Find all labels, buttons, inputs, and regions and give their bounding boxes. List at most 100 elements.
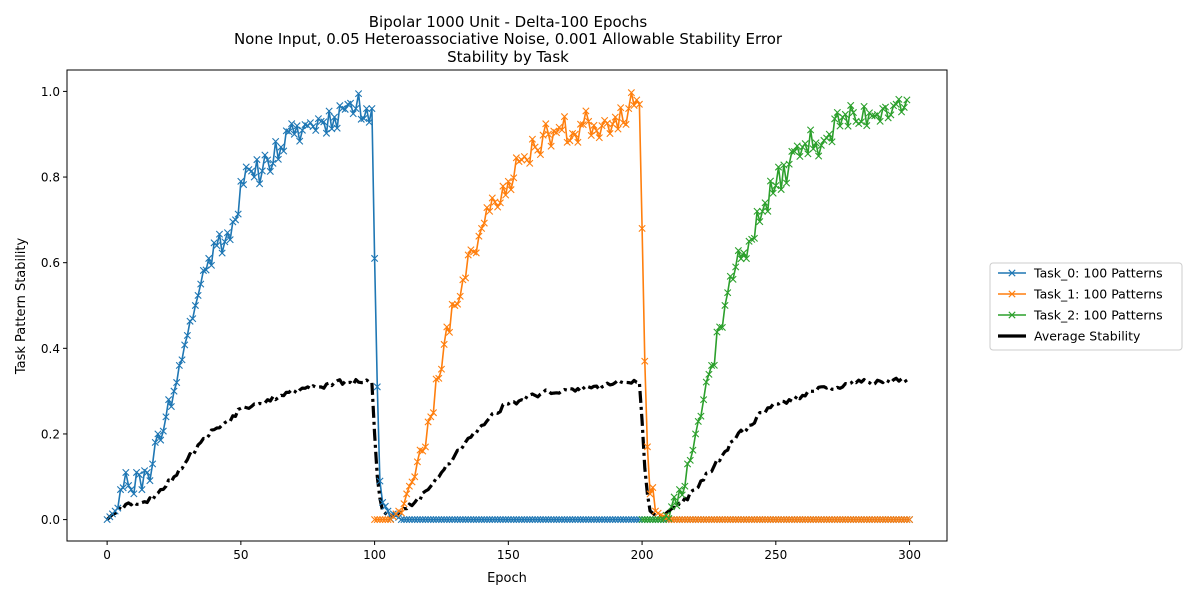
data-point-task1 bbox=[724, 516, 732, 524]
data-point-task1 bbox=[782, 516, 791, 524]
data-point-task0 bbox=[151, 438, 159, 447]
data-point-task1 bbox=[726, 516, 734, 524]
data-point-task0 bbox=[603, 516, 611, 524]
data-point-task0 bbox=[536, 516, 545, 524]
data-point-task2 bbox=[710, 361, 718, 369]
data-point-task1 bbox=[381, 516, 389, 524]
data-point-task2 bbox=[643, 516, 652, 524]
data-point-task0 bbox=[408, 516, 416, 524]
data-point-task2 bbox=[686, 456, 694, 464]
data-point-task0 bbox=[635, 516, 643, 524]
data-point-task2 bbox=[724, 289, 732, 297]
data-point-task0 bbox=[576, 516, 585, 524]
data-point-task0 bbox=[494, 516, 502, 524]
data-point-task1 bbox=[598, 122, 606, 130]
data-point-task2 bbox=[857, 118, 865, 126]
data-point-task1 bbox=[849, 516, 857, 524]
data-point-task0 bbox=[288, 120, 296, 128]
x-axis-label: Epoch bbox=[487, 571, 527, 586]
data-point-task0 bbox=[571, 516, 579, 524]
series-markers-task1 bbox=[371, 89, 914, 524]
data-point-task2 bbox=[659, 516, 668, 524]
data-point-task0 bbox=[520, 516, 528, 524]
data-point-task0 bbox=[451, 516, 459, 524]
data-point-task1 bbox=[796, 516, 804, 524]
data-point-task1 bbox=[584, 117, 593, 125]
data-point-task0 bbox=[515, 516, 523, 524]
y-tick-label: 0.4 bbox=[41, 342, 60, 356]
data-point-task0 bbox=[258, 167, 266, 175]
data-point-task1 bbox=[793, 516, 801, 524]
data-point-task1 bbox=[579, 121, 587, 129]
data-point-task1 bbox=[510, 174, 518, 182]
data-point-task0 bbox=[135, 471, 143, 479]
data-point-task1 bbox=[376, 516, 384, 524]
data-point-task1 bbox=[753, 516, 761, 524]
data-point-task1 bbox=[718, 516, 726, 524]
data-point-task2 bbox=[887, 111, 895, 119]
data-point-task0 bbox=[285, 128, 293, 136]
data-point-task0 bbox=[472, 516, 480, 524]
data-point-task1 bbox=[721, 516, 729, 524]
data-point-task0 bbox=[598, 516, 606, 524]
data-point-task0 bbox=[357, 115, 365, 123]
data-point-task0 bbox=[194, 291, 202, 300]
data-point-task0 bbox=[427, 516, 435, 524]
data-point-task0 bbox=[306, 119, 314, 127]
data-point-task0 bbox=[630, 516, 638, 524]
data-point-task0 bbox=[280, 147, 288, 155]
plot-lines bbox=[105, 91, 910, 521]
data-point-task0 bbox=[170, 387, 178, 395]
data-point-task1 bbox=[445, 328, 454, 336]
data-point-task1 bbox=[429, 409, 438, 417]
data-point-task0 bbox=[312, 126, 320, 135]
data-point-task1 bbox=[488, 194, 496, 202]
data-point-task0 bbox=[424, 516, 432, 524]
data-point-task1 bbox=[892, 516, 900, 524]
data-point-task0 bbox=[341, 105, 349, 113]
data-point-task1 bbox=[702, 516, 710, 524]
data-point-task2 bbox=[895, 95, 903, 103]
data-point-task2 bbox=[740, 249, 748, 257]
data-point-task2 bbox=[729, 275, 737, 283]
data-point-task2 bbox=[750, 234, 759, 242]
data-point-task2 bbox=[700, 396, 708, 404]
series-line-average bbox=[105, 376, 909, 521]
data-point-task1 bbox=[665, 516, 673, 524]
data-point-task2 bbox=[836, 122, 844, 130]
data-point-task0 bbox=[191, 301, 199, 310]
data-point-task0 bbox=[247, 167, 256, 175]
data-point-task2 bbox=[641, 516, 649, 524]
data-point-task1 bbox=[742, 516, 750, 524]
data-point-task0 bbox=[467, 516, 475, 524]
data-point-task2 bbox=[651, 516, 660, 524]
data-point-task0 bbox=[360, 115, 368, 123]
data-point-task1 bbox=[847, 516, 855, 524]
x-tick-label: 100 bbox=[363, 548, 386, 562]
data-point-task1 bbox=[670, 516, 678, 524]
data-point-task0 bbox=[560, 516, 569, 524]
data-point-task0 bbox=[475, 516, 483, 524]
data-point-task2 bbox=[678, 491, 686, 499]
data-point-task1 bbox=[512, 154, 520, 162]
data-point-task1 bbox=[403, 490, 411, 498]
data-point-task0 bbox=[456, 516, 464, 524]
data-point-task0 bbox=[189, 315, 197, 323]
chart-title: Bipolar 1000 Unit - Delta-100 Epochs Non… bbox=[234, 13, 783, 66]
data-point-task1 bbox=[740, 516, 748, 524]
data-point-task1 bbox=[710, 516, 718, 524]
data-point-task1 bbox=[638, 224, 646, 233]
data-point-task0 bbox=[563, 516, 571, 524]
data-point-task0 bbox=[322, 129, 331, 137]
data-point-task1 bbox=[820, 516, 828, 524]
data-point-task1 bbox=[675, 516, 684, 524]
data-point-task1 bbox=[625, 104, 633, 113]
data-point-task1 bbox=[756, 516, 764, 524]
y-tick-label: 0.6 bbox=[41, 256, 60, 270]
data-point-task0 bbox=[207, 261, 216, 269]
data-point-task1 bbox=[453, 300, 462, 308]
data-point-task0 bbox=[346, 99, 355, 107]
data-point-task2 bbox=[732, 263, 740, 271]
data-point-task0 bbox=[255, 180, 264, 188]
data-point-task0 bbox=[218, 249, 226, 257]
